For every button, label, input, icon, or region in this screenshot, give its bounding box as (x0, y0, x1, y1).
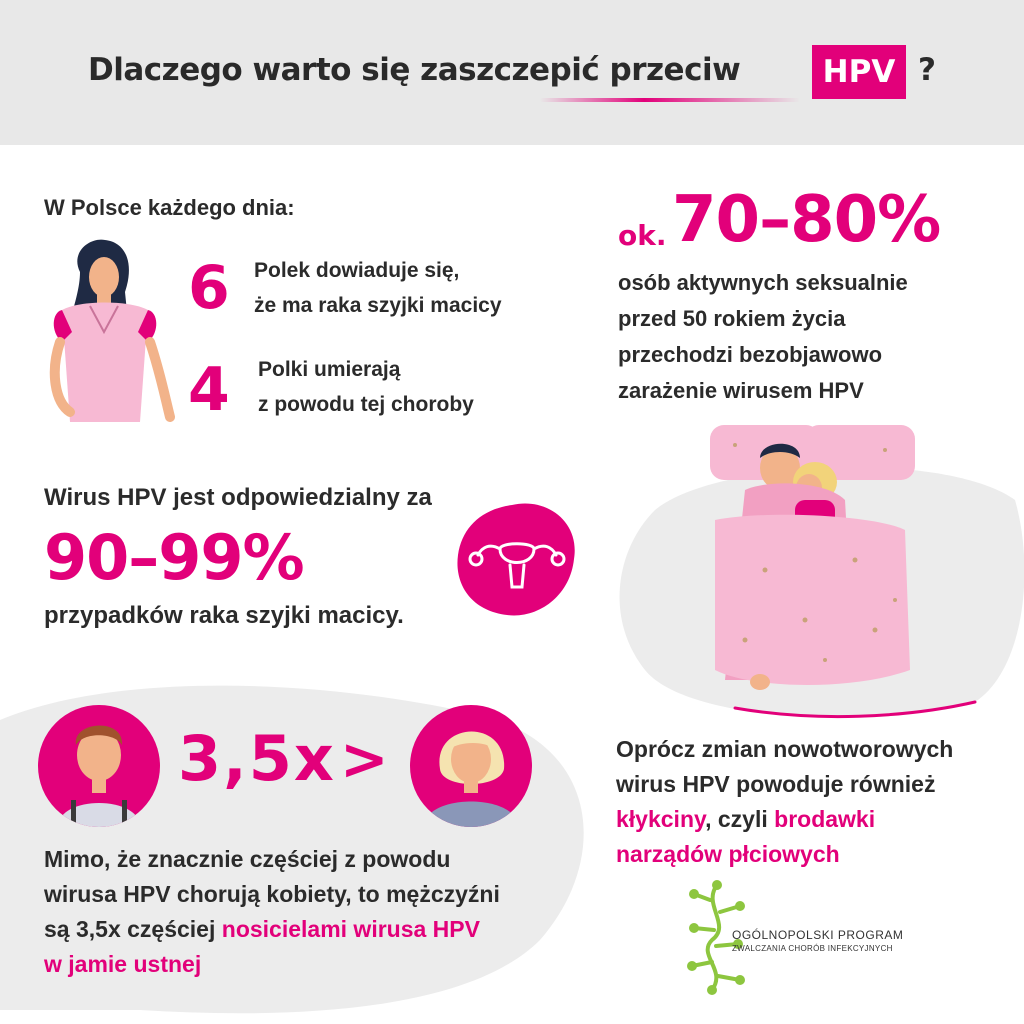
uterus-icon (457, 503, 575, 616)
virus-logo-icon (687, 880, 745, 995)
woman-illustration (49, 239, 175, 422)
asymptomatic-line4: zarażenie wirusem HPV (618, 378, 864, 403)
responsible-line2: przypadków raka szyjki macicy. (44, 602, 404, 629)
carriers-line2: wirusa HPV chorują kobiety, to mężczyźni (44, 881, 500, 907)
responsible-range: 90–99% (44, 521, 305, 594)
asymptomatic-line3: przechodzi bezobjawowo (618, 342, 883, 367)
asymptomatic-range: 70–80% (672, 183, 941, 257)
logo-line2: ZWALCZANIA CHORÓB INFEKCYJNYCH (732, 944, 893, 953)
approx-prefix: ok. (618, 219, 667, 252)
daily-heading: W Polsce każdego dnia: (44, 195, 295, 220)
title-underline (540, 98, 800, 102)
asymptomatic-line1: osób aktywnych seksualnie (618, 270, 908, 295)
warts-term-warts: brodawki (774, 806, 876, 832)
warts-mid: , czyli (705, 806, 775, 832)
carriers-line3-start: są 3,5x częściej (44, 916, 222, 942)
warts-term-condylomas: kłykciny (616, 806, 706, 832)
greater-than-symbol: > (340, 725, 389, 793)
responsible-line1: Wirus HPV jest odpowiedzialny za (44, 484, 432, 511)
woman-avatar (410, 705, 532, 827)
page-title: Dlaczego warto się zaszczepić przeciw (88, 52, 741, 88)
asymptomatic-line2: przed 50 rokiem życia (618, 306, 846, 331)
stat2-line2: z powodu tej choroby (258, 393, 474, 416)
warts-line3: kłykciny, czyli brodawki (616, 806, 875, 834)
warts-line2: wirus HPV powoduje również (616, 771, 936, 797)
couple-in-bed-illustration (710, 425, 915, 690)
stat1-number: 6 (188, 253, 230, 323)
warts-line4-highlight: narządów płciowych (616, 841, 840, 867)
carriers-line1: Mimo, że znacznie częściej z powodu (44, 846, 451, 872)
stat2-number: 4 (188, 355, 230, 425)
hpv-badge: HPV (812, 45, 906, 99)
stat2-line1: Polki umierają (258, 358, 401, 381)
carriers-line4-highlight: w jamie ustnej (44, 951, 202, 977)
logo-line1: OGÓLNOPOLSKI PROGRAM (732, 928, 904, 942)
carriers-line3: są 3,5x częściej nosicielami wirusa HPV (44, 916, 480, 944)
man-avatar (38, 705, 160, 827)
carrier-ratio: 3,5x (178, 722, 336, 795)
warts-line1: Oprócz zmian nowotworowych (616, 736, 954, 762)
carriers-line3-highlight: nosicielami wirusa HPV (221, 916, 480, 942)
title-question-mark: ? (918, 52, 936, 88)
stat1-line2: że ma raka szyjki macicy (254, 294, 502, 317)
stat1-line1: Polek dowiaduje się, (254, 259, 460, 282)
